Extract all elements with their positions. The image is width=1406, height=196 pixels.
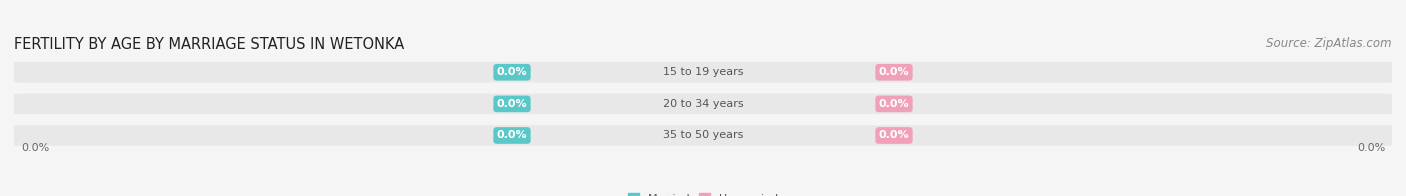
FancyBboxPatch shape (11, 125, 1395, 146)
Text: 0.0%: 0.0% (1357, 143, 1385, 153)
Text: 15 to 19 years: 15 to 19 years (662, 67, 744, 77)
Text: 0.0%: 0.0% (496, 67, 527, 77)
Text: Source: ZipAtlas.com: Source: ZipAtlas.com (1267, 37, 1392, 50)
Text: 0.0%: 0.0% (879, 67, 910, 77)
FancyBboxPatch shape (11, 62, 1395, 83)
Text: 0.0%: 0.0% (879, 99, 910, 109)
Text: 0.0%: 0.0% (496, 99, 527, 109)
Legend: Married, Unmarried: Married, Unmarried (623, 189, 783, 196)
Text: 0.0%: 0.0% (21, 143, 49, 153)
FancyBboxPatch shape (11, 94, 1395, 114)
Text: 20 to 34 years: 20 to 34 years (662, 99, 744, 109)
Text: 35 to 50 years: 35 to 50 years (662, 131, 744, 141)
Text: FERTILITY BY AGE BY MARRIAGE STATUS IN WETONKA: FERTILITY BY AGE BY MARRIAGE STATUS IN W… (14, 37, 405, 52)
Text: 0.0%: 0.0% (879, 131, 910, 141)
Text: 0.0%: 0.0% (496, 131, 527, 141)
